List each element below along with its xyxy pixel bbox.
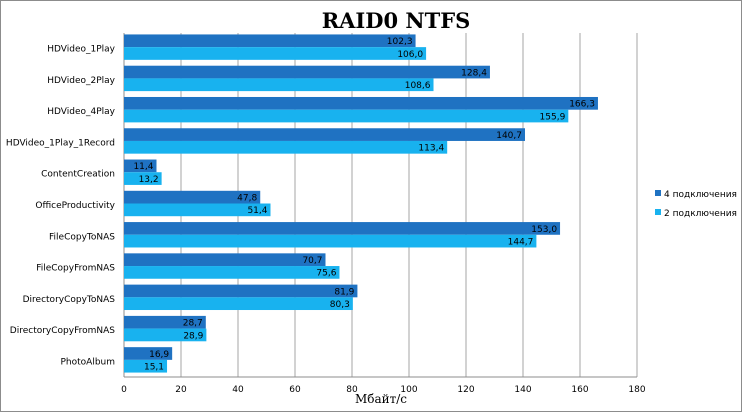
x-tick-label: 120 bbox=[457, 385, 474, 395]
bar bbox=[124, 297, 353, 311]
data-label: 153,0 bbox=[531, 225, 557, 235]
data-label: 75,6 bbox=[316, 269, 336, 279]
bar bbox=[124, 65, 490, 79]
legend-label: 4 подключения bbox=[664, 190, 737, 200]
legend: 4 подключения 2 подключения bbox=[655, 190, 737, 219]
data-label: 80,3 bbox=[330, 300, 350, 310]
data-label: 47,8 bbox=[237, 194, 257, 204]
bar bbox=[124, 47, 427, 60]
bar bbox=[124, 347, 173, 360]
data-label: 140,7 bbox=[496, 131, 522, 141]
data-label: 106,0 bbox=[397, 50, 423, 60]
category-labels: HDVideo_1Play HDVideo_2Play HDVideo_4Play H… bbox=[6, 45, 116, 368]
data-label: 11,4 bbox=[133, 162, 153, 172]
category-label: ContentCreation bbox=[41, 170, 115, 180]
bar bbox=[124, 109, 569, 123]
bar bbox=[124, 34, 416, 48]
data-label: 70,7 bbox=[302, 256, 322, 266]
category-label: HDVideo_1Play bbox=[47, 45, 115, 55]
bar bbox=[124, 128, 525, 141]
legend-swatch bbox=[655, 209, 661, 215]
bar bbox=[124, 253, 326, 267]
legend-swatch bbox=[655, 190, 661, 196]
data-label: 16,9 bbox=[149, 350, 169, 360]
data-label: 102,3 bbox=[387, 37, 413, 47]
bar bbox=[124, 328, 207, 342]
chart-title: RAID0 NTFS bbox=[322, 8, 471, 33]
x-tick-label: 140 bbox=[514, 385, 531, 395]
data-label: 113,4 bbox=[418, 144, 444, 154]
bar bbox=[124, 140, 448, 154]
x-tick-labels: 0 20 40 60 80 100 120 140 160 180 bbox=[121, 385, 646, 395]
data-label: 155,9 bbox=[540, 112, 566, 122]
category-label: OfficeProductivity bbox=[35, 201, 115, 211]
x-tick-label: 80 bbox=[346, 385, 358, 395]
bar bbox=[124, 266, 340, 279]
legend-label: 2 подключения bbox=[664, 209, 737, 219]
bar bbox=[124, 78, 434, 92]
category-label: HDVideo_4Play bbox=[47, 107, 115, 117]
category-label: DirectoryCopyFromNAS bbox=[10, 326, 115, 336]
bar bbox=[124, 284, 358, 298]
x-tick-label: 180 bbox=[628, 385, 645, 395]
bar bbox=[124, 234, 537, 248]
x-tick-label: 160 bbox=[571, 385, 588, 395]
bar bbox=[124, 315, 206, 329]
data-label: 108,6 bbox=[405, 81, 431, 91]
category-label: DirectoryCopyToNAS bbox=[23, 295, 116, 305]
bar bbox=[124, 96, 598, 110]
data-label: 128,4 bbox=[461, 68, 487, 78]
category-label: PhotoAlbum bbox=[60, 357, 115, 367]
data-label: 15,1 bbox=[144, 363, 164, 373]
data-label: 13,2 bbox=[139, 175, 159, 185]
bar bbox=[124, 172, 162, 185]
category-label: FileCopyToNAS bbox=[49, 232, 115, 242]
bar bbox=[124, 203, 271, 217]
data-label: 144,7 bbox=[508, 237, 534, 247]
bar bbox=[124, 359, 168, 373]
data-label: 51,4 bbox=[247, 206, 267, 216]
x-tick-label: 40 bbox=[232, 385, 244, 395]
data-label: 81,9 bbox=[334, 287, 354, 297]
x-tick-label: 60 bbox=[289, 385, 301, 395]
category-label: HDVideo_2Play bbox=[47, 76, 115, 86]
bar bbox=[124, 222, 561, 235]
x-tick-label: 0 bbox=[121, 385, 127, 395]
x-axis-title: Мбайт/с bbox=[355, 392, 407, 406]
bar bbox=[124, 190, 261, 204]
data-label: 166,3 bbox=[569, 100, 595, 110]
data-label: 28,7 bbox=[183, 319, 203, 329]
category-label: HDVideo_1Play_1Record bbox=[6, 138, 115, 148]
x-tick-label: 20 bbox=[175, 385, 187, 395]
bar bbox=[124, 159, 157, 173]
data-label: 28,9 bbox=[183, 331, 203, 341]
x-tick-label: 100 bbox=[400, 385, 417, 395]
category-label: FileCopyFromNAS bbox=[36, 264, 115, 274]
